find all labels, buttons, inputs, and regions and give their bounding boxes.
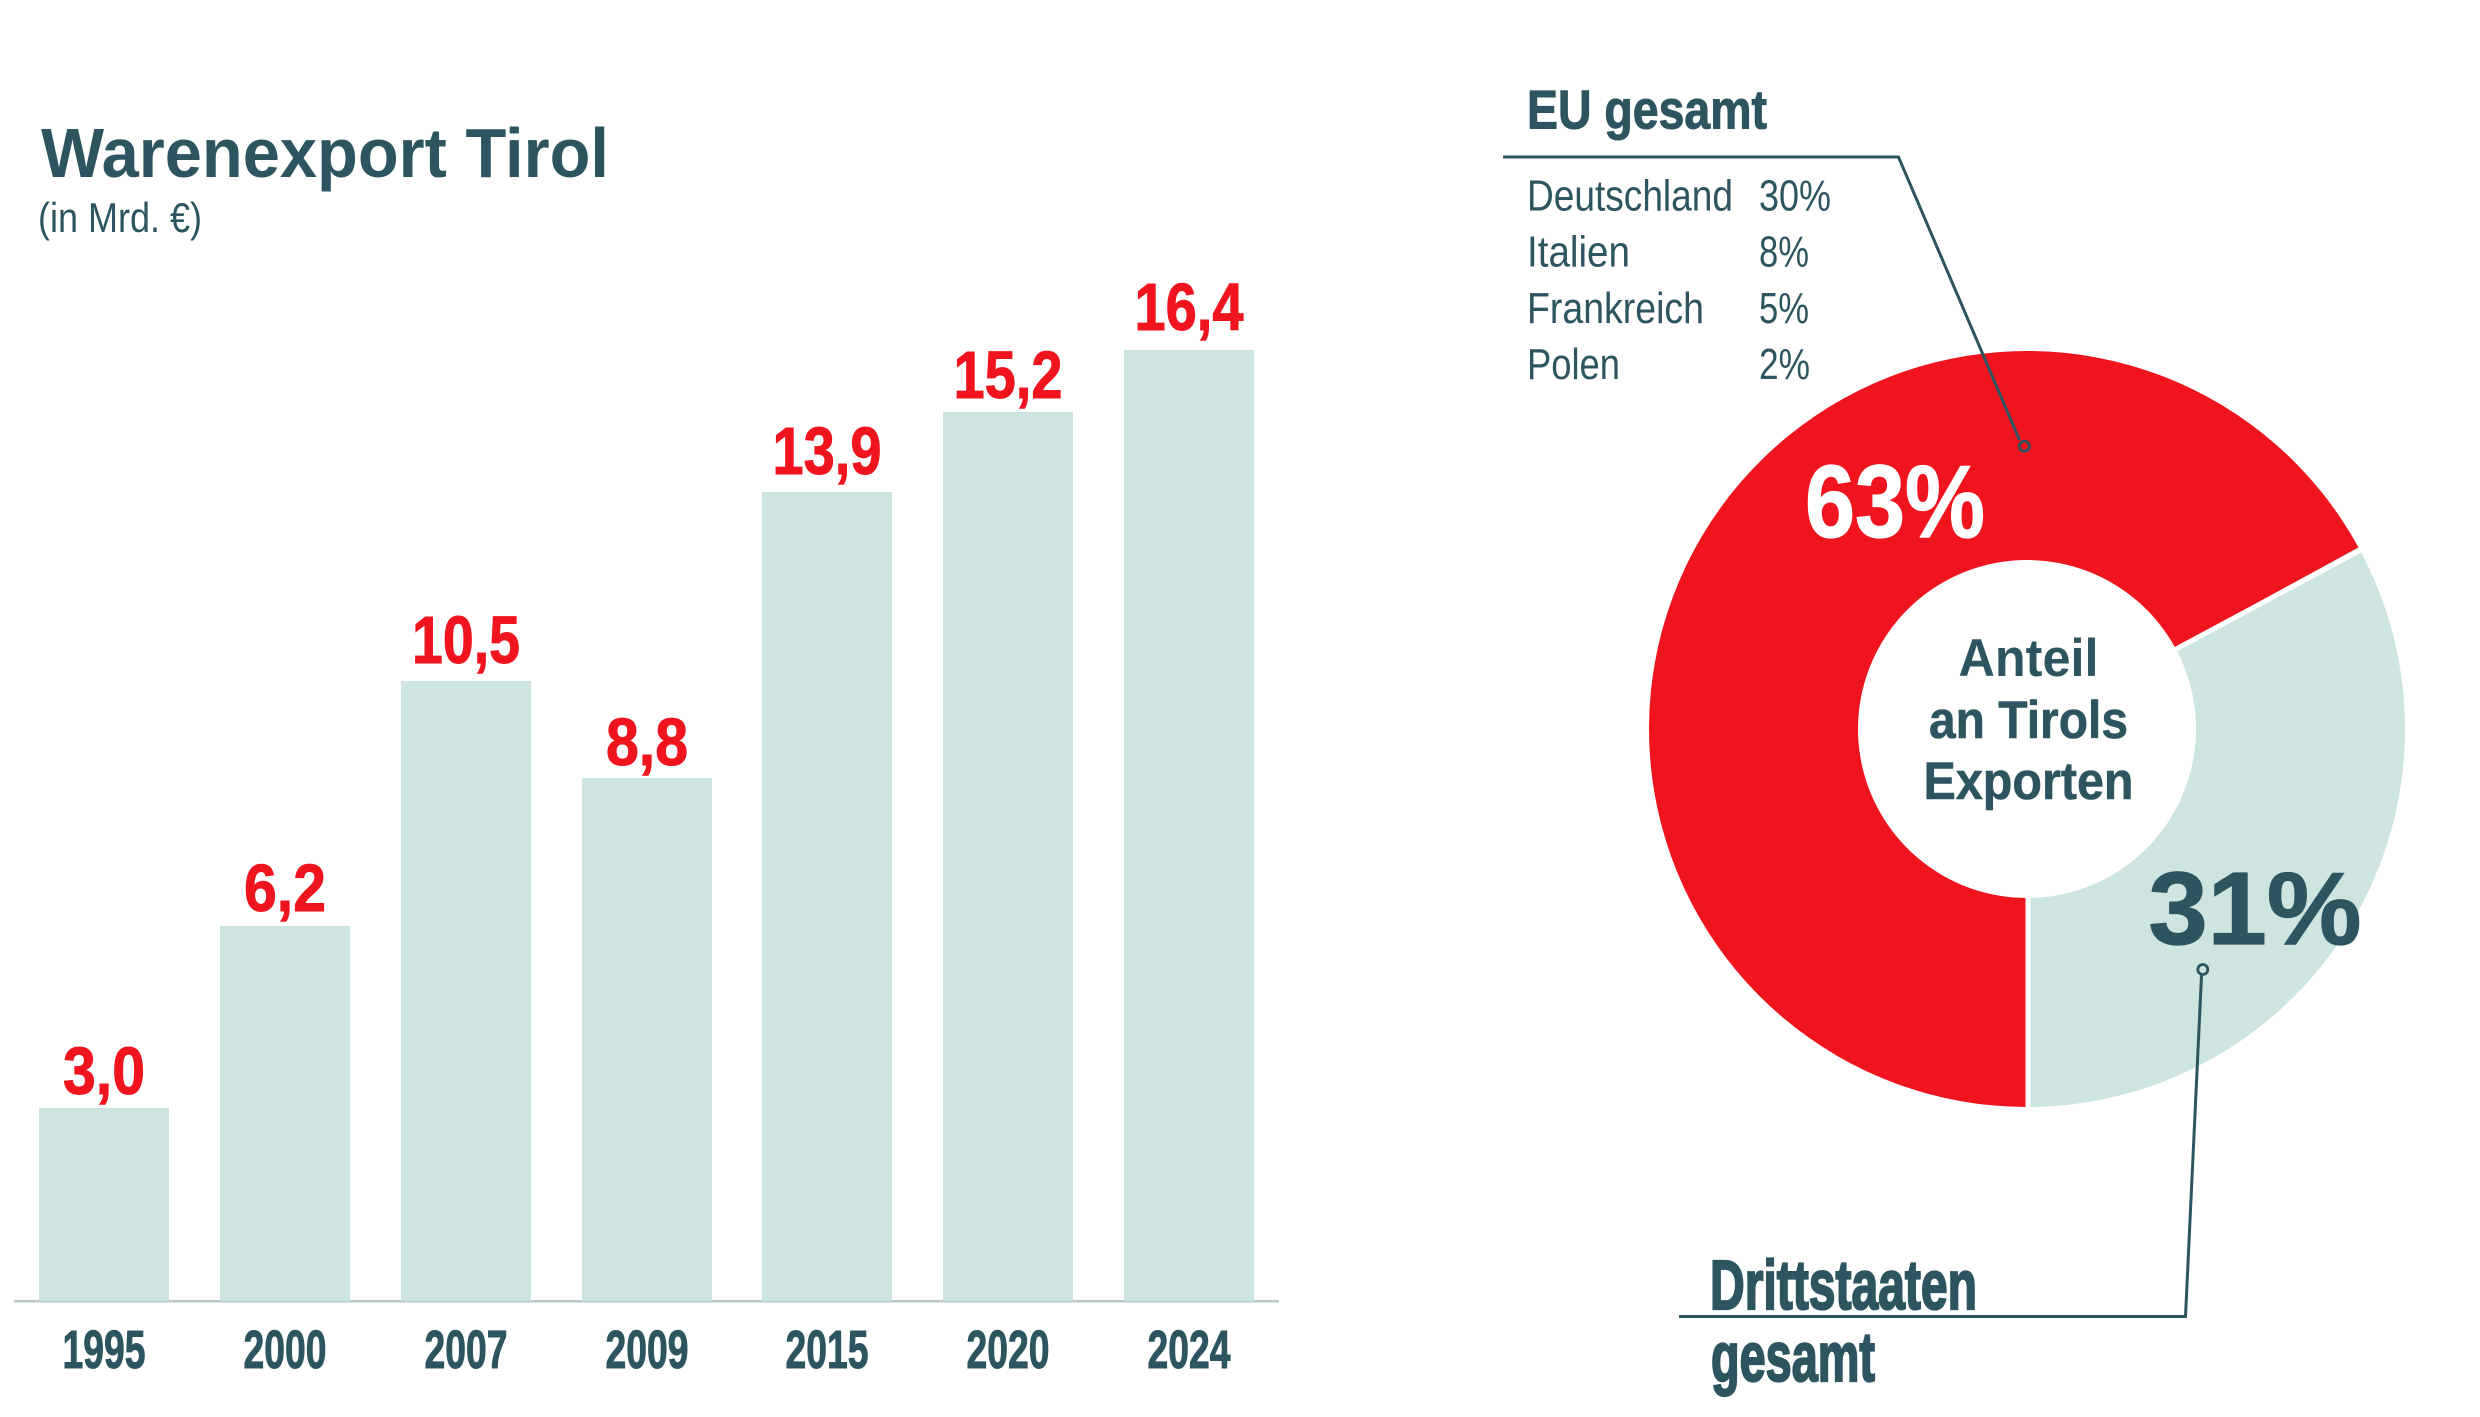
svg-text:10,5: 10,5 bbox=[412, 603, 520, 678]
svg-text:Polen: Polen bbox=[1527, 340, 1620, 389]
svg-text:Exporten: Exporten bbox=[1924, 752, 2134, 811]
svg-text:3,0: 3,0 bbox=[63, 1034, 145, 1109]
svg-text:(in Mrd. €): (in Mrd. €) bbox=[38, 194, 202, 241]
svg-text:Warenexport Tirol: Warenexport Tirol bbox=[41, 114, 609, 192]
svg-text:63%: 63% bbox=[1805, 444, 1985, 559]
svg-text:2009: 2009 bbox=[606, 1320, 689, 1380]
svg-text:5%: 5% bbox=[1759, 284, 1809, 333]
svg-text:2024: 2024 bbox=[1148, 1320, 1231, 1380]
svg-text:Drittstaaten: Drittstaaten bbox=[1710, 1246, 1977, 1324]
svg-text:2000: 2000 bbox=[244, 1320, 327, 1380]
svg-text:2%: 2% bbox=[1759, 340, 1810, 389]
svg-text:Italien: Italien bbox=[1527, 228, 1630, 277]
svg-text:30%: 30% bbox=[1759, 172, 1831, 221]
svg-text:gesamt: gesamt bbox=[1711, 1318, 1875, 1396]
svg-text:15,2: 15,2 bbox=[954, 338, 1063, 413]
svg-text:8,8: 8,8 bbox=[606, 705, 688, 780]
svg-text:2020: 2020 bbox=[967, 1320, 1050, 1380]
svg-text:2015: 2015 bbox=[786, 1320, 869, 1380]
svg-text:EU gesamt: EU gesamt bbox=[1527, 79, 1767, 141]
svg-text:8%: 8% bbox=[1759, 228, 1809, 277]
svg-text:2007: 2007 bbox=[425, 1320, 508, 1380]
svg-text:Frankreich: Frankreich bbox=[1527, 284, 1704, 333]
svg-text:Deutschland: Deutschland bbox=[1527, 172, 1733, 221]
svg-text:13,9: 13,9 bbox=[773, 414, 882, 489]
svg-text:16,4: 16,4 bbox=[1135, 270, 1244, 345]
svg-text:6,2: 6,2 bbox=[244, 851, 326, 926]
svg-text:an Tirols: an Tirols bbox=[1929, 691, 2128, 750]
svg-text:1995: 1995 bbox=[63, 1320, 146, 1380]
svg-text:31%: 31% bbox=[2149, 851, 2362, 966]
svg-text:Anteil: Anteil bbox=[1959, 629, 2099, 688]
